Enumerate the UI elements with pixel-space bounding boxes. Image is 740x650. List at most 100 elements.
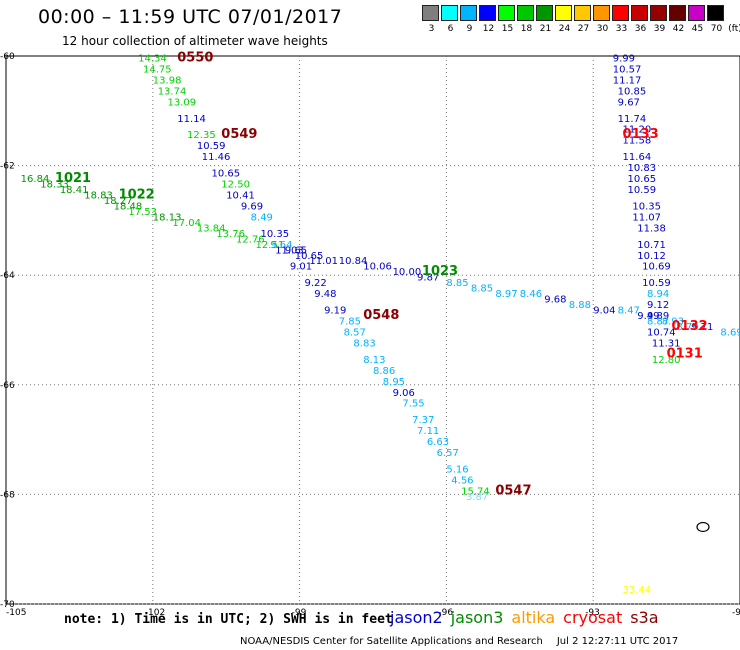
wave-height-label: 12.51 [256, 240, 285, 251]
wave-height-label: 11.31 [652, 338, 681, 349]
wave-height-label: 17.53 [128, 207, 157, 218]
wave-height-label: 8.13 [363, 355, 385, 366]
color-tick-label: 24 [558, 24, 571, 34]
latitude-tick-label: -60 [0, 52, 15, 62]
wave-height-label: 8.79 [676, 322, 698, 333]
legend-jason3: jason3 [450, 608, 504, 627]
wave-height-label: 11.03 [275, 245, 304, 256]
color-tick-label: 45 [691, 24, 704, 34]
wave-height-label: 10.65 [212, 169, 241, 180]
wave-height-label: 10.57 [613, 64, 642, 75]
wave-height-label: 11.38 [637, 223, 666, 234]
wave-height-label: 18.48 [114, 201, 143, 212]
wave-height-label: 9.22 [304, 278, 326, 289]
wave-height-label: 10.65 [295, 251, 324, 262]
pass-time-label: 0131 [667, 346, 703, 361]
wave-height-label: 8.69 [720, 327, 740, 338]
wave-height-label: 11.07 [632, 212, 661, 223]
footer-credit: NOAA/NESDIS Center for Satellite Applica… [240, 636, 678, 647]
pass-time-label: 0550 [177, 50, 213, 65]
color-swatch [479, 5, 496, 21]
pass-time-label: 0548 [363, 308, 399, 323]
wave-height-label: 10.12 [637, 251, 666, 262]
wave-height-label: 10.83 [627, 163, 656, 174]
wave-height-label: 13.09 [167, 97, 196, 108]
wave-height-label: 9.48 [314, 289, 336, 300]
color-swatch [593, 5, 610, 21]
wave-height-label: 10.59 [642, 278, 671, 289]
wave-height-label: 8.85 [446, 278, 468, 289]
wave-height-label: 9.89 [647, 311, 669, 322]
color-swatch [536, 5, 553, 21]
wave-height-label: 11.17 [613, 75, 642, 86]
wave-height-label: 17.04 [172, 218, 201, 229]
wave-height-label: 11.58 [623, 136, 652, 147]
wave-height-label: 12.76 [236, 234, 265, 245]
longitude-tick-label: -96 [438, 608, 453, 618]
wave-height-label: 7.85 [339, 317, 361, 328]
wave-height-label: 6.63 [427, 437, 449, 448]
color-tick-label: 12 [482, 24, 495, 34]
color-tick-label: 39 [653, 24, 666, 34]
wave-height-label: 8.46 [520, 289, 542, 300]
pass-time-labels: 0550 0549 0548 0547 1021 1022 1023 0133 0132 0131 [55, 50, 708, 498]
wave-height-label: 11.74 [618, 114, 647, 125]
wave-height-label: 7.55 [402, 399, 424, 410]
wave-height-label: 9.65 [285, 245, 307, 256]
wave-height-label: 33.44 [623, 585, 652, 596]
latitude-tick-label: -68 [0, 490, 15, 500]
color-swatch [517, 5, 534, 21]
color-tick-label: 15 [501, 24, 514, 34]
longitude-tick-label: -105 [6, 608, 26, 618]
wave-height-label: 8.83 [353, 338, 375, 349]
map-subtitle: 12 hour collection of altimeter wave hei… [62, 34, 328, 48]
wave-height-label: 9.87 [417, 273, 439, 284]
wave-height-label: 10.06 [363, 262, 392, 273]
wave-height-label: 8.97 [495, 289, 517, 300]
wave-height-label: 10.71 [637, 240, 666, 251]
wave-height-label: 10.41 [226, 190, 255, 201]
credit-org: NOAA/NESDIS Center for Satellite Applica… [240, 636, 543, 647]
color-swatch [498, 5, 515, 21]
wave-height-label: 8.87 [647, 317, 669, 328]
wave-height-label: 8.88 [569, 300, 591, 311]
color-tick-label: 6 [447, 24, 454, 34]
pass-time-label: 0547 [495, 483, 531, 498]
pass-time-label: 1021 [55, 171, 91, 186]
color-tick-label: 3 [428, 24, 435, 34]
latitude-tick-label: -70 [0, 600, 15, 610]
wave-height-label: 13.98 [153, 75, 182, 86]
wave-height-label: 10.00 [393, 267, 422, 278]
legend-s3a: s3a [630, 608, 659, 627]
color-swatch [669, 5, 686, 21]
pass-time-label: 0132 [671, 319, 707, 334]
wave-height-label: 8.47 [618, 306, 640, 317]
wave-height-label: 18.41 [60, 185, 89, 196]
longitude-tick-label: -102 [145, 608, 165, 618]
wave-height-label: 13.74 [158, 86, 187, 97]
longitude-tick-label: -90 [732, 608, 740, 618]
latitude-tick-label: -66 [0, 381, 15, 391]
color-swatch [612, 5, 629, 21]
wave-height-label: 9.64 [270, 240, 292, 251]
wave-height-label: 9.69 [241, 201, 263, 212]
color-tick-label: 9 [466, 24, 473, 34]
wave-height-values: 14.3414.7513.9813.7413.0911.1412.3510.59… [21, 53, 740, 596]
pass-time-label: 1022 [119, 187, 155, 202]
wave-height-label: 4.56 [451, 475, 473, 486]
latitude-tick-label: -62 [0, 162, 15, 172]
wave-height-label: 14.34 [138, 53, 167, 64]
wave-height-label: 12.50 [221, 180, 250, 191]
color-tick-label: 36 [634, 24, 647, 34]
color-tick-label: 21 [539, 24, 552, 34]
wave-height-label: 9.67 [618, 97, 640, 108]
wave-height-label: 11.14 [177, 114, 206, 125]
wave-height-label: 11.46 [202, 152, 231, 163]
wave-height-label: 8.93 [662, 317, 684, 328]
wave-height-label: 10.59 [627, 185, 656, 196]
axis-ticks: -105 -102 -99 -96 -93 -90 -60 -62 -64 -66 -68 -70 [0, 52, 740, 618]
color-swatch [688, 5, 705, 21]
wave-height-label: 9.19 [324, 306, 346, 317]
color-swatch [441, 5, 458, 21]
